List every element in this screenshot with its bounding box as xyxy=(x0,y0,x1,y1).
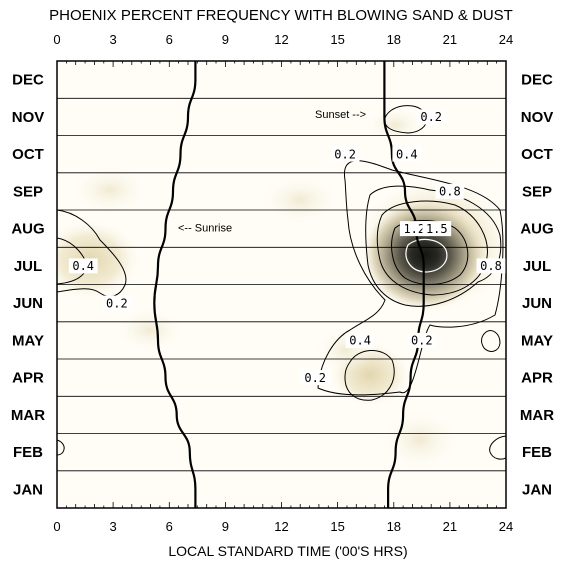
contour-0.2-june-right xyxy=(481,330,501,352)
month-label-right: APR xyxy=(521,370,553,387)
x-tick-label-bottom: 21 xyxy=(443,519,457,534)
x-tick-label-top: 6 xyxy=(166,32,173,47)
contour-label-box xyxy=(476,258,506,274)
month-label-left: SEP xyxy=(13,183,43,200)
sunrise-curve xyxy=(153,61,197,508)
contour-0.2-feb-left xyxy=(57,439,65,456)
contour-label-box xyxy=(416,109,446,125)
contour-label: 0.4 xyxy=(72,259,94,273)
annotations: Sunset --> <-- Sunrise xyxy=(178,109,366,235)
contour-label: 0.2 xyxy=(304,371,326,385)
month-label-right: JAN xyxy=(522,481,552,498)
x-tick-label-top: 24 xyxy=(499,32,513,47)
contour-label: 1.5 xyxy=(426,222,448,236)
month-label-left: APR xyxy=(12,370,44,387)
contour-0.2-summer-morning xyxy=(57,209,127,297)
contour-labels: 0.2 0.2 0.4 0.8 1.2 1.5 0.8 0.4 0.2 0.4 0.2 0.2 xyxy=(68,109,506,386)
x-tick-label-bottom: 12 xyxy=(274,519,288,534)
chart-title: PHOENIX PERCENT FREQUENCY WITH BLOWING S… xyxy=(49,7,513,24)
contour-0.8-summer-evening xyxy=(376,200,488,296)
month-label-left: JAN xyxy=(13,481,43,498)
contour-label-box xyxy=(300,370,330,386)
contour-0.4-april xyxy=(344,350,395,401)
x-axis-ticks: 0 0 3 3 6 6 9 9 12 12 15 15 18 18 21 21 24 24 xyxy=(53,32,513,534)
month-label-right: MAY xyxy=(521,332,553,349)
x-tick-label-bottom: 6 xyxy=(166,519,173,534)
x-tick-label-top: 18 xyxy=(387,32,401,47)
month-label-right: SEP xyxy=(522,183,552,200)
contour-1.5-summer-evening xyxy=(405,238,448,273)
contour-label-box xyxy=(407,332,437,348)
contour-label-box xyxy=(422,221,452,237)
x-tick-label-bottom: 9 xyxy=(222,519,229,534)
month-label-left: FEB xyxy=(13,444,43,461)
x-tick-label-bottom: 0 xyxy=(53,519,60,534)
month-label-left: NOV xyxy=(12,109,45,126)
x-tick-label-top: 12 xyxy=(274,32,288,47)
contour-label: 0.4 xyxy=(349,334,371,348)
month-label-left: MAY xyxy=(12,332,44,349)
x-tick-label-bottom: 24 xyxy=(499,519,513,534)
x-tick-label-top: 3 xyxy=(109,32,116,47)
sunset-annotation: Sunset --> xyxy=(315,109,366,121)
x-axis-label: LOCAL STANDARD TIME ('00'S HRS) xyxy=(168,543,407,559)
contour-label-box xyxy=(68,258,98,274)
contour-label: 0.2 xyxy=(420,110,442,124)
contour-label: 0.4 xyxy=(396,147,418,161)
contour-label-box xyxy=(345,332,375,348)
x-tick-label-top: 21 xyxy=(443,32,457,47)
contour-label: 0.2 xyxy=(334,147,356,161)
month-grid xyxy=(57,97,506,472)
sunset-curve xyxy=(383,61,425,508)
contour-0.2-feb-right xyxy=(489,435,506,460)
contour-label: 1.2 xyxy=(403,222,425,236)
contour-label: 0.8 xyxy=(480,259,502,273)
contour-label: 0.2 xyxy=(106,296,128,310)
contour-label-box xyxy=(392,146,422,162)
sunrise-annotation: <-- Sunrise xyxy=(178,223,232,235)
month-label-right: MAR xyxy=(520,407,554,424)
x-tick-label-top: 15 xyxy=(330,32,344,47)
month-label-left: MAR xyxy=(11,407,45,424)
month-label-right: NOV xyxy=(521,109,554,126)
month-label-left: DEC xyxy=(12,72,44,89)
contour-label-box xyxy=(399,221,429,237)
contour-0.4-summer-evening xyxy=(365,185,502,307)
contour-label-box xyxy=(330,146,360,162)
x-tick-label-bottom: 18 xyxy=(387,519,401,534)
contour-0.2-november xyxy=(384,105,427,134)
contour-label-box xyxy=(102,295,132,311)
contour-label: 0.8 xyxy=(439,185,461,199)
x-tick-label-top: 9 xyxy=(222,32,229,47)
month-label-left: OCT xyxy=(12,146,44,163)
month-label-right: JUN xyxy=(522,295,552,312)
x-tick-label-top: 0 xyxy=(53,32,60,47)
month-label-right: FEB xyxy=(522,444,552,461)
month-label-right: OCT xyxy=(521,146,553,163)
month-label-left: AUG xyxy=(11,221,44,238)
month-label-right: JUL xyxy=(523,258,551,275)
month-label-right: AUG xyxy=(520,221,553,238)
month-labels: DEC DEC NOV NOV OCT OCT SEP SEP AUG AUG JUL JUL JUN J… xyxy=(11,72,554,499)
month-label-right: DEC xyxy=(521,72,553,89)
x-tick-label-bottom: 15 xyxy=(330,519,344,534)
contour-label: 0.2 xyxy=(411,334,433,348)
contour-label-box xyxy=(435,183,465,199)
month-label-left: JUL xyxy=(14,258,42,275)
month-label-left: JUN xyxy=(13,295,43,312)
x-tick-label-bottom: 3 xyxy=(109,519,116,534)
